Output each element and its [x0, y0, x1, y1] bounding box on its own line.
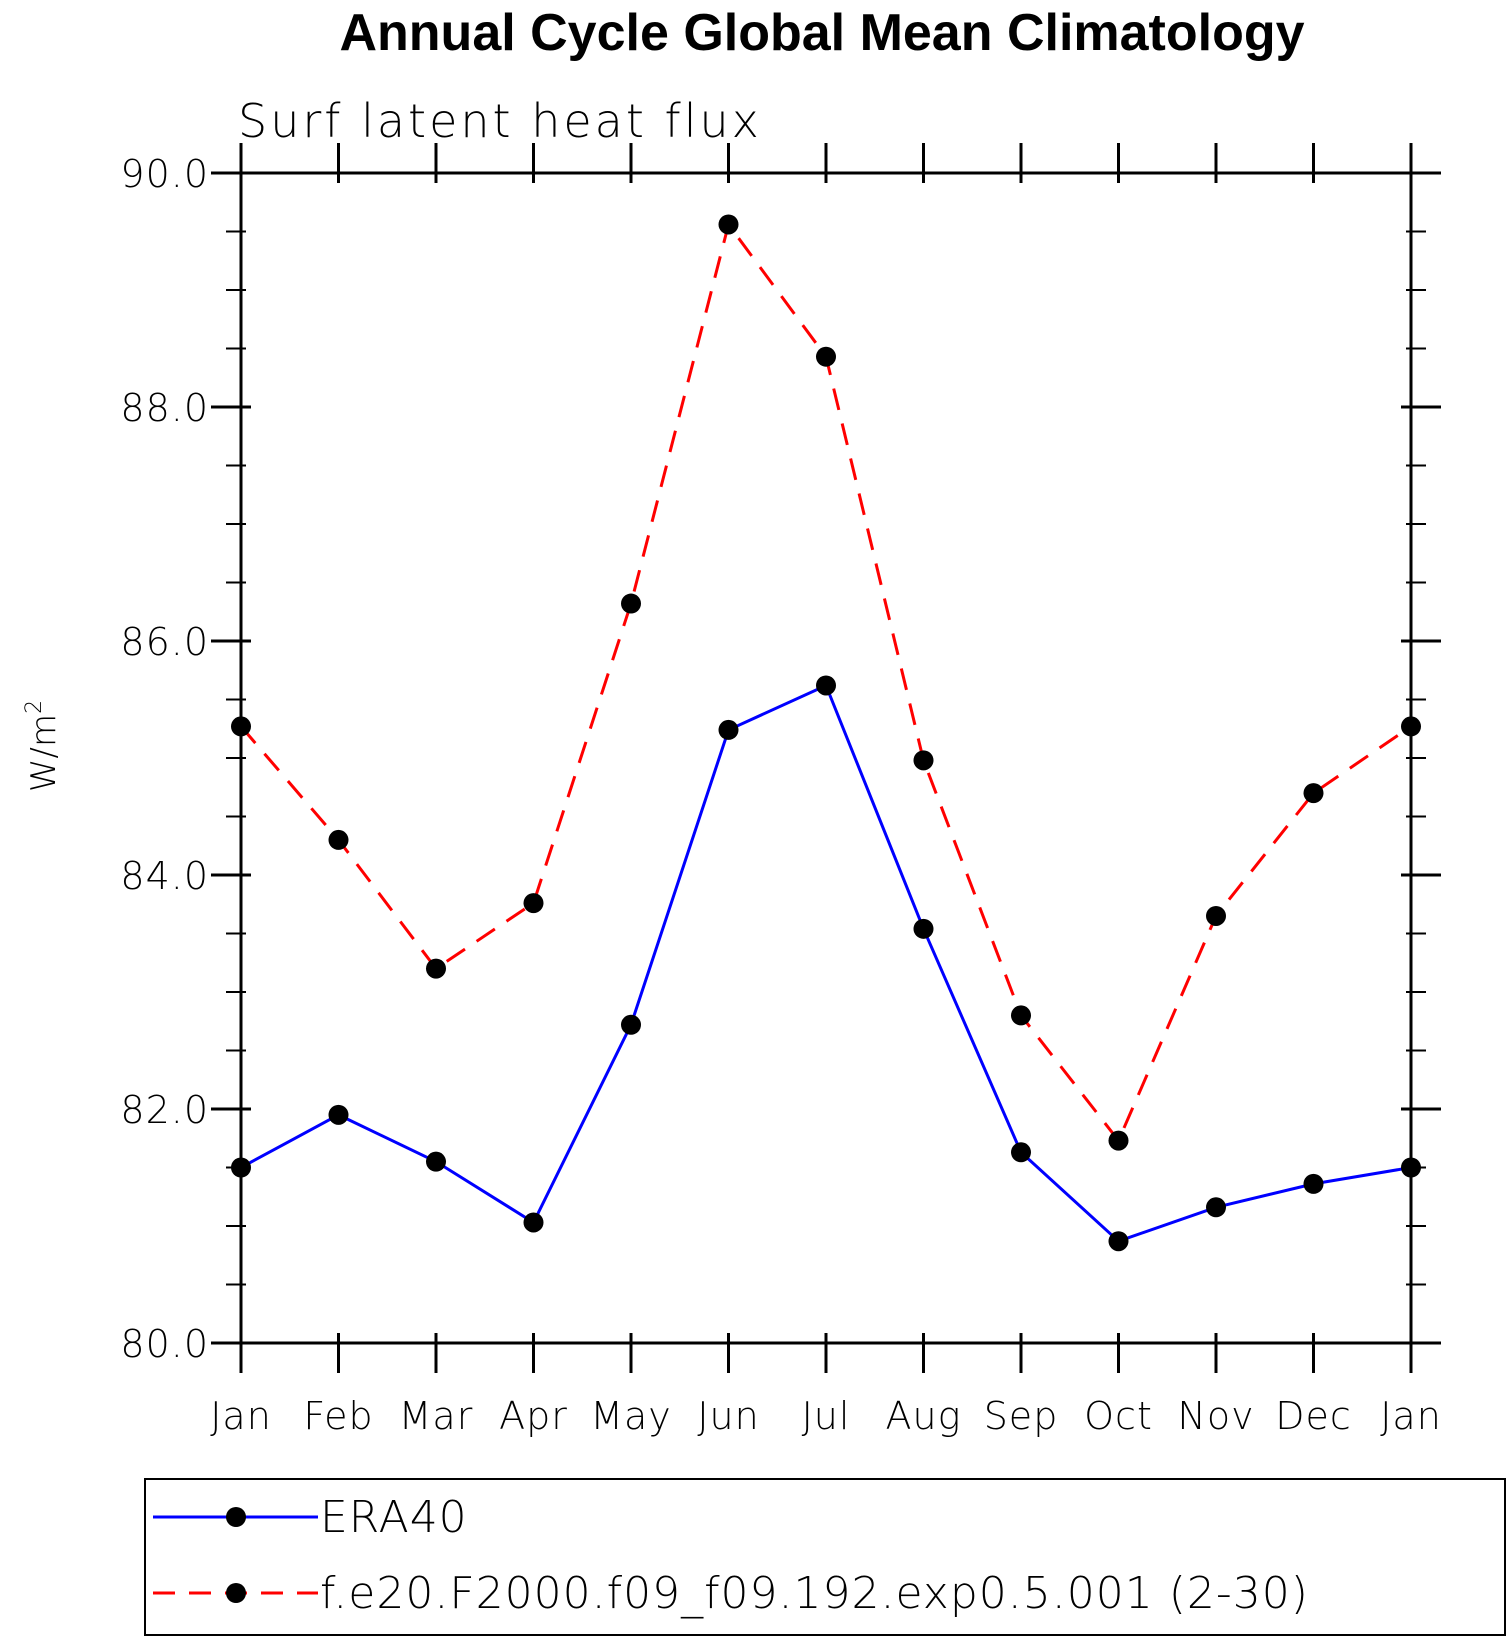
legend: ERA40 f.e20.F2000.f09_f09.192.exp0.5.001… [144, 1478, 1506, 1636]
data-point [1108, 1130, 1129, 1151]
y-axis-label-superscript: 2 [22, 700, 47, 714]
data-point [718, 719, 739, 740]
legend-entries [153, 1507, 318, 1603]
x-tick-label: May [590, 1394, 672, 1438]
x-tick-label: Jan [210, 1394, 272, 1438]
y-tick-label: 88.0 [120, 386, 209, 430]
x-tick-label: Jul [802, 1394, 851, 1438]
data-point [1206, 1197, 1226, 1218]
y-tick-label: 86.0 [120, 620, 209, 664]
axis-ticks [211, 143, 1441, 1373]
chart-subtitle: Surf latent heat flux [238, 94, 762, 148]
data-point [328, 1104, 349, 1125]
legend-marker [226, 1583, 246, 1603]
y-tick-label: 90.0 [120, 152, 209, 196]
data-point [816, 675, 836, 696]
y-tick-label: 80.0 [120, 1322, 209, 1366]
legend-box [144, 1478, 1506, 1636]
x-tick-label: Nov [1177, 1394, 1254, 1438]
x-tick-label: Jun [697, 1394, 759, 1438]
y-tick-label: 82.0 [120, 1088, 209, 1132]
y-axis-label: W/m2 [22, 700, 64, 792]
legend-marker [226, 1507, 246, 1527]
data-point [328, 829, 349, 850]
legend-label-series-2: f.e20.F2000.f09_f09.192.exp0.5.001 (2-30… [320, 1568, 1309, 1619]
x-tick-label: Apr [499, 1394, 568, 1438]
data-point [1011, 1005, 1031, 1026]
x-tick-label: Oct [1084, 1394, 1153, 1438]
data-point [1108, 1231, 1129, 1252]
legend-label-series-1: ERA40 [320, 1492, 468, 1543]
y-tick-label: 84.0 [120, 854, 209, 898]
data-point [621, 1014, 641, 1035]
x-tick-label: Feb [303, 1394, 373, 1438]
x-tick-label: Aug [886, 1394, 962, 1438]
y-axis-label-base: W/m [24, 714, 64, 792]
data-point [523, 893, 544, 914]
plot-frame [239, 171, 1413, 1345]
tick-labels: Jan Feb Mar Apr May Jun Jul Aug Sep Oct Nov Dec Jan8… [120, 152, 1442, 1438]
data-point [523, 1212, 544, 1233]
data-point [1011, 1142, 1031, 1163]
x-tick-label: Mar [399, 1394, 474, 1438]
data-point [426, 1151, 446, 1172]
data-point [621, 593, 641, 614]
data-point [816, 346, 836, 367]
data-point [1303, 1173, 1324, 1194]
data-point [426, 958, 446, 979]
series-line-1 [240, 683, 1412, 1243]
chart-title: Annual Cycle Global Mean Climatology [339, 4, 1304, 62]
data-point [1206, 905, 1226, 926]
data-point [1303, 783, 1324, 804]
x-tick-label: Jan [1380, 1394, 1442, 1438]
data-point [913, 918, 934, 939]
series-layer [231, 214, 1421, 1252]
data-point [718, 214, 739, 235]
x-tick-label: Sep [984, 1394, 1059, 1438]
data-point [913, 750, 934, 771]
x-tick-label: Dec [1275, 1394, 1352, 1438]
